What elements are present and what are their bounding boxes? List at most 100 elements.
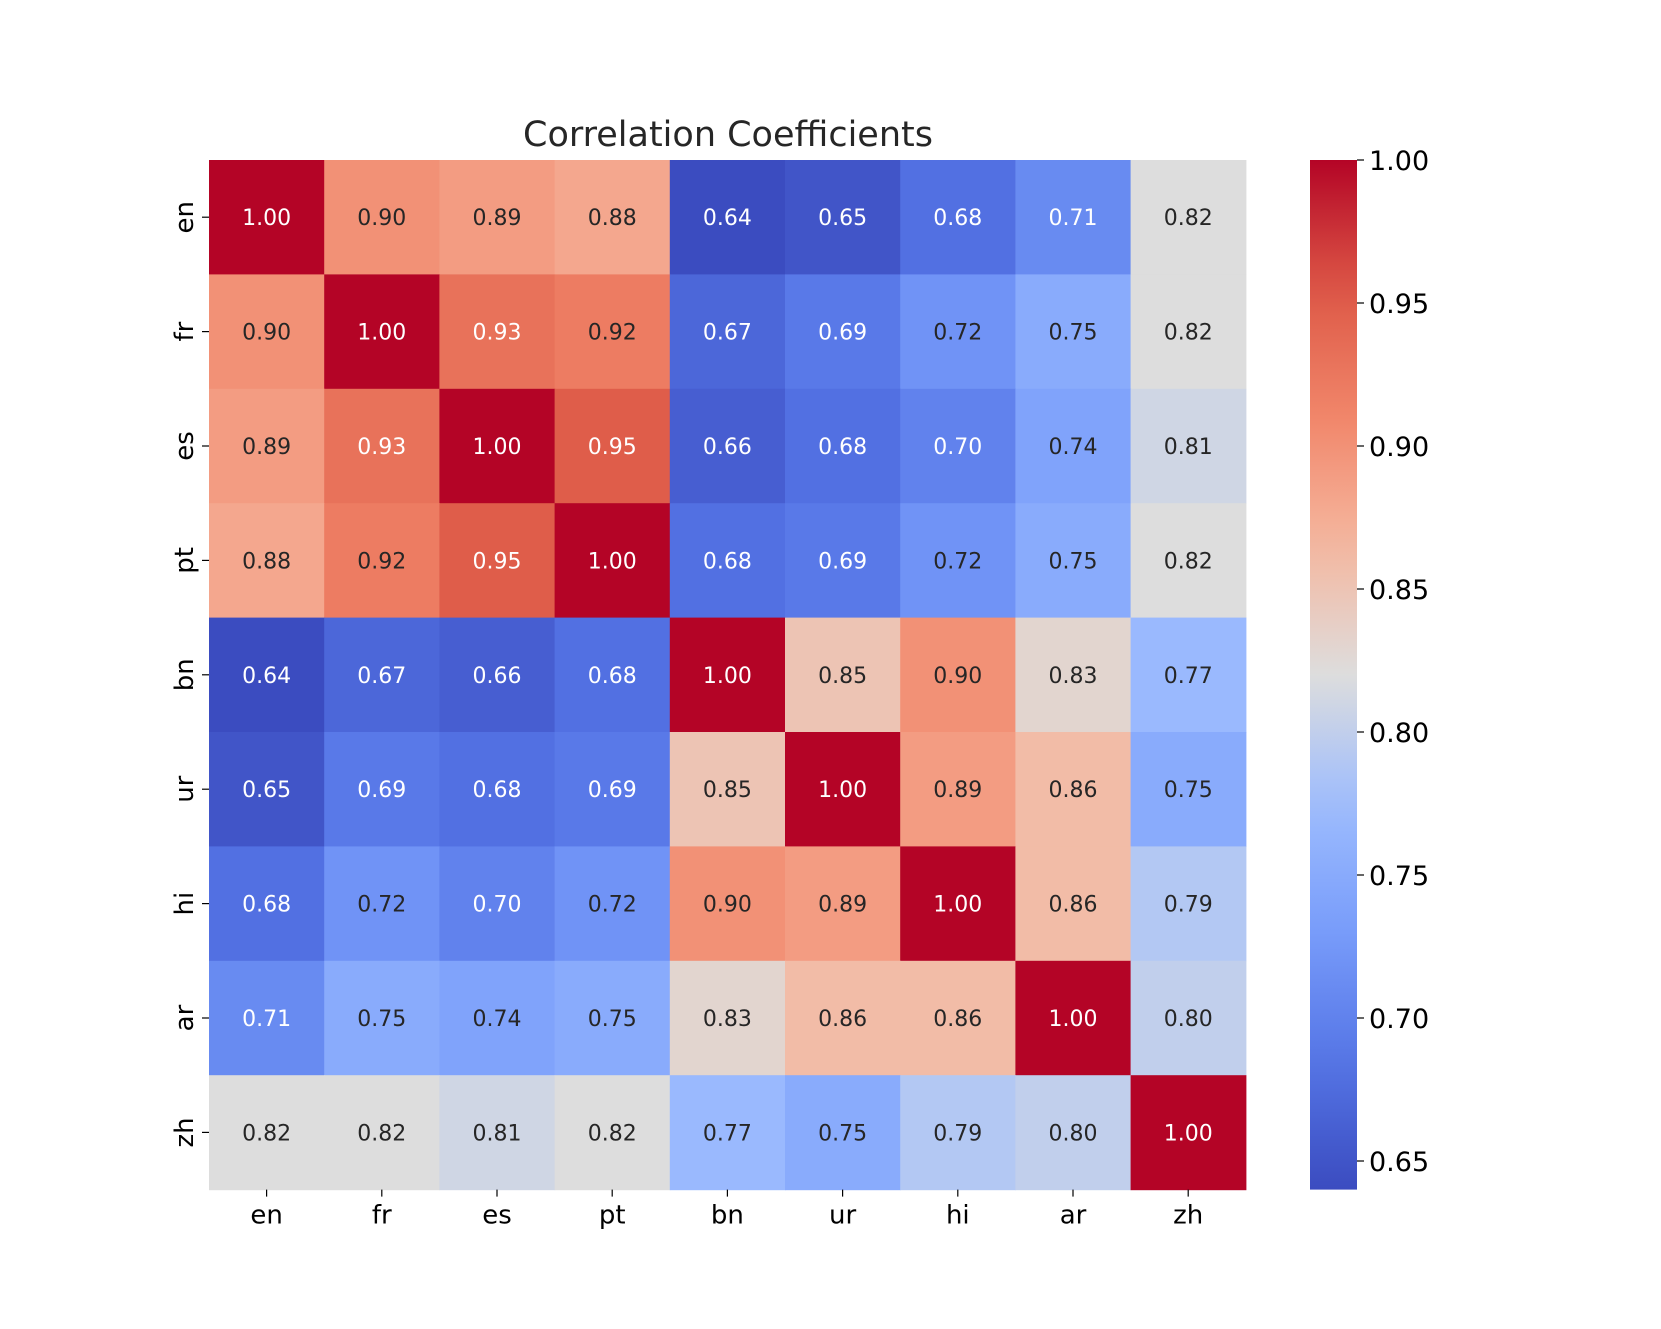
cell-value-label: 0.80 — [1049, 1121, 1098, 1146]
heatmap-cell-ar-zh — [1130, 960, 1247, 1076]
colorbar-tick-label: 0.95 — [1369, 289, 1429, 320]
cell-value-label: 0.67 — [703, 321, 752, 346]
heatmap-cell-pt-hi — [900, 503, 1016, 619]
heatmap-cell-hi-bn — [669, 846, 786, 962]
cell-value-label: 0.75 — [818, 1121, 867, 1146]
cell-value-label: 0.90 — [703, 893, 752, 918]
cell-value-label: 0.88 — [588, 206, 637, 231]
heatmap-cell-ar-fr — [324, 960, 440, 1076]
heatmap-cell-zh-ur — [785, 1075, 901, 1191]
cell-value-label: 0.81 — [1164, 435, 1213, 460]
cell-value-label: 0.72 — [357, 893, 406, 918]
heatmap-cell-pt-es — [439, 503, 556, 619]
heatmap-cell-pt-pt — [554, 503, 671, 619]
cell-value-label: 0.82 — [1164, 206, 1213, 231]
y-tick-label: es — [170, 431, 200, 461]
heatmap-cell-ur-en — [209, 732, 325, 847]
heatmap-cell-ur-es — [439, 732, 556, 847]
heatmap-cell-pt-zh — [1130, 503, 1247, 619]
cell-value-label: 0.75 — [1164, 778, 1213, 803]
heatmap-cell-zh-hi — [900, 1075, 1016, 1191]
cell-value-label: 0.95 — [473, 549, 522, 574]
cell-value-label: 0.81 — [473, 1121, 522, 1146]
heatmap-cell-bn-ur — [785, 617, 901, 733]
heatmap-cell-pt-fr — [324, 503, 440, 619]
colorbar-tick-label: 1.00 — [1369, 146, 1429, 177]
heatmap-cell-es-zh — [1130, 388, 1247, 504]
cell-value-label: 0.90 — [242, 321, 291, 346]
heatmap-cell-hi-zh — [1130, 846, 1247, 962]
heatmap-cell-en-en — [209, 160, 325, 275]
heatmap-cell-bn-hi — [900, 617, 1016, 733]
x-tick-label: ar — [1060, 1201, 1087, 1231]
x-tick-label: es — [482, 1201, 512, 1231]
heatmap-cell-es-pt — [554, 388, 671, 504]
x-axis: en fr es pt bn ur hi ar zh — [250, 1189, 1203, 1231]
cell-value-label: 0.75 — [1049, 549, 1098, 574]
heatmap-cell-fr-bn — [669, 274, 786, 390]
cell-value-label: 0.64 — [242, 664, 291, 689]
cell-value-label: 0.68 — [588, 664, 637, 689]
heatmap-cell-bn-bn — [669, 617, 786, 733]
colorbar-tick-label: 0.80 — [1369, 718, 1429, 749]
heatmap-cell-es-bn — [669, 388, 786, 504]
y-tick-label: fr — [170, 321, 200, 341]
cell-value-label: 0.88 — [242, 549, 291, 574]
colorbar: 0.65 0.70 0.75 0.80 0.85 0.90 0.95 1.00 — [1310, 146, 1429, 1190]
cell-value-label: 0.85 — [703, 778, 752, 803]
x-tick-label: pt — [599, 1201, 626, 1231]
cell-value-label: 0.89 — [933, 778, 982, 803]
cell-value-label: 1.00 — [703, 664, 752, 689]
cell-value-label: 0.80 — [1164, 1007, 1213, 1032]
heatmap-cell-hi-es — [439, 846, 556, 962]
cell-value-label: 0.86 — [933, 1007, 982, 1032]
cell-value-label: 0.64 — [703, 206, 752, 231]
heatmap-cell-ar-bn — [669, 960, 786, 1076]
cell-value-label: 0.68 — [933, 206, 982, 231]
cell-value-label: 0.69 — [818, 321, 867, 346]
cell-value-label: 0.74 — [473, 1007, 522, 1032]
heatmap-cell-es-ur — [785, 388, 901, 504]
cell-value-label: 0.69 — [357, 778, 406, 803]
heatmap-cell-en-pt — [554, 160, 671, 275]
cell-value-label: 0.70 — [933, 435, 982, 460]
x-tick-label: hi — [946, 1201, 970, 1231]
cell-value-label: 0.77 — [1164, 664, 1213, 689]
cell-value-label: 0.65 — [242, 778, 291, 803]
heatmap-cell-bn-en — [209, 617, 325, 733]
heatmap-cell-bn-es — [439, 617, 556, 733]
cell-value-label: 0.89 — [242, 435, 291, 460]
heatmap-cell-bn-zh — [1130, 617, 1247, 733]
heatmap-cell-pt-bn — [669, 503, 786, 619]
heatmap-cell-pt-ur — [785, 503, 901, 619]
heatmap-cell-es-ar — [1015, 388, 1132, 504]
cell-value-label: 0.83 — [1049, 664, 1098, 689]
x-tick-label: fr — [372, 1201, 392, 1231]
heatmap-cell-fr-pt — [554, 274, 671, 390]
x-tick-label: ur — [829, 1201, 856, 1231]
cell-value-label: 1.00 — [357, 321, 406, 346]
cell-value-label: 0.89 — [473, 206, 522, 231]
cell-value-label: 0.75 — [1049, 321, 1098, 346]
y-tick-label: ar — [170, 1004, 200, 1031]
cell-value-label: 0.82 — [588, 1121, 637, 1146]
cell-value-label: 0.66 — [703, 435, 752, 460]
heatmap-cell-ur-ar — [1015, 732, 1132, 847]
heatmap-cell-bn-pt — [554, 617, 671, 733]
cell-value-label: 0.82 — [242, 1121, 291, 1146]
cell-value-label: 0.71 — [242, 1007, 291, 1032]
heatmap-cell-ar-ar — [1015, 960, 1132, 1076]
cell-value-label: 0.70 — [473, 893, 522, 918]
heatmap-cell-zh-es — [439, 1075, 556, 1191]
heatmap-cell-en-es — [439, 160, 556, 275]
cell-value-label: 0.75 — [588, 1007, 637, 1032]
cell-value-label: 0.83 — [703, 1007, 752, 1032]
heatmap-cell-ar-hi — [900, 960, 1016, 1076]
heatmap-cell-pt-en — [209, 503, 325, 619]
heatmap-cell-fr-ur — [785, 274, 901, 390]
heatmap-cell-en-fr — [324, 160, 440, 275]
x-tick-label: en — [250, 1201, 282, 1231]
heatmap-cell-zh-ar — [1015, 1075, 1132, 1191]
colorbar-tick-label: 0.65 — [1369, 1147, 1429, 1178]
cell-value-label: 0.79 — [1164, 893, 1213, 918]
